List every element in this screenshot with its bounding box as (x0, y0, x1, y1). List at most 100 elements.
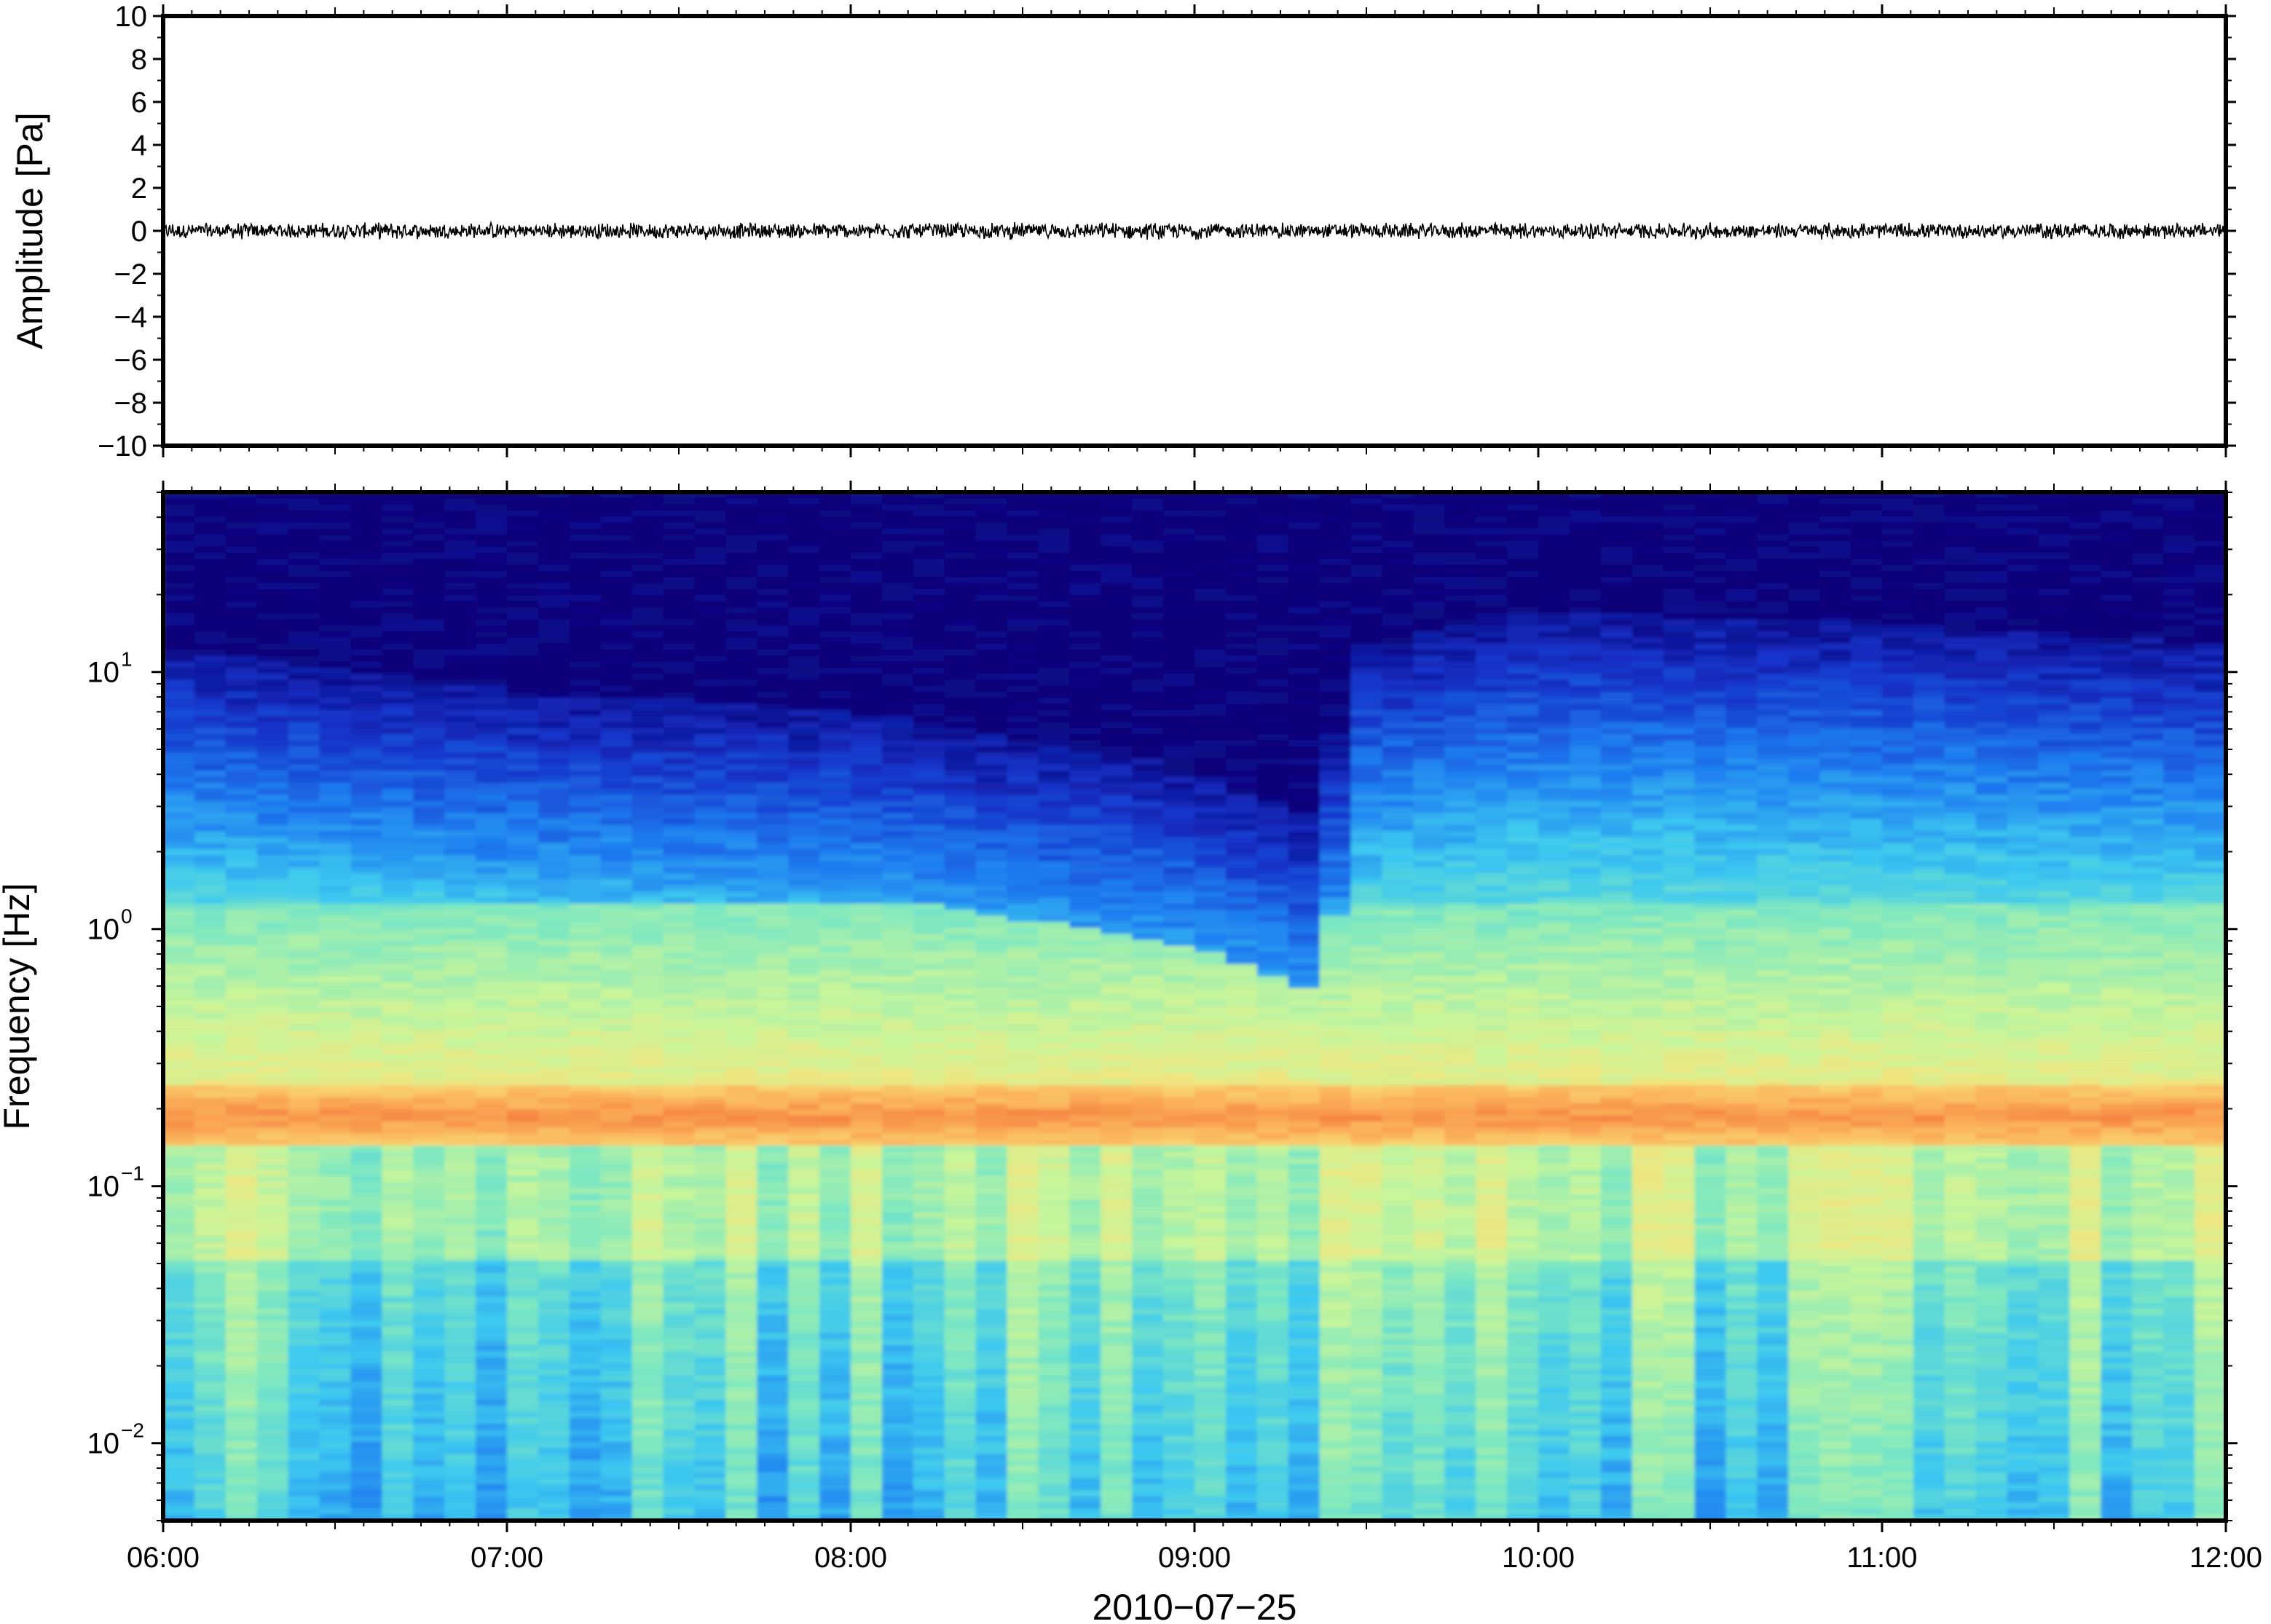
spectrogram-cell (382, 758, 414, 765)
spectrogram-cell (913, 770, 945, 778)
spectrogram-cell (975, 716, 1008, 723)
spectrogram-cell (288, 528, 320, 536)
spectrogram-cell (225, 504, 258, 511)
spectrogram-cell (631, 601, 664, 608)
spectrogram-cell (913, 921, 945, 929)
spectrogram-cell (725, 1496, 758, 1504)
spectrogram-cell (538, 1285, 570, 1292)
spectrogram-cell (819, 1314, 851, 1322)
spectrogram-cell (975, 1254, 1008, 1261)
spectrogram-cell (663, 564, 696, 572)
spectrogram-cell (631, 570, 664, 578)
spectrogram-cell (444, 782, 477, 789)
spectrogram-cell (631, 1157, 664, 1164)
spectrogram-cell (944, 588, 977, 596)
spectrogram-cell (163, 685, 195, 693)
spectrogram-cell (881, 1194, 914, 1201)
spectrogram-cell (1007, 764, 1039, 772)
spectrogram-cell (663, 1387, 696, 1395)
spectrogram-cell (569, 952, 602, 959)
spectrogram-cell (350, 758, 383, 765)
spectrogram-cell (444, 849, 477, 856)
spectrogram-cell (819, 800, 851, 808)
spectrogram-cell (600, 546, 633, 554)
spectrogram-cell (538, 1121, 570, 1129)
spectrogram-cell (663, 1242, 696, 1250)
spectrogram-cell (194, 1381, 227, 1389)
spectrogram-cell (851, 776, 883, 784)
spectrogram-cell (725, 1375, 758, 1382)
spectrogram-cell (913, 1496, 945, 1504)
spectrogram-cell (663, 1351, 696, 1358)
spectrogram-cell (600, 1302, 633, 1310)
spectrogram-cell (1007, 928, 1039, 935)
spectrogram-cell (382, 1363, 414, 1371)
spectrogram-cell (851, 746, 883, 754)
spectrogram-cell (881, 631, 914, 639)
spectrogram-cell (569, 1411, 602, 1419)
y-tick-label: −10 (98, 430, 147, 462)
spectrogram-cell (631, 1424, 664, 1431)
spectrogram-cell (819, 553, 851, 560)
spectrogram-cell (569, 577, 602, 584)
spectrogram-cell (225, 1411, 258, 1419)
spectrogram-cell (382, 764, 414, 772)
spectrogram-cell (538, 564, 570, 572)
spectrogram-cell (725, 988, 758, 996)
spectrogram-cell (507, 1285, 539, 1292)
spectrogram-cell (444, 595, 477, 602)
spectrogram-cell (757, 553, 790, 560)
spectrogram-cell (1007, 1411, 1039, 1419)
spectrogram-cell (851, 631, 883, 639)
spectrogram-cell (288, 1393, 320, 1400)
spectrogram-cell (944, 698, 977, 705)
spectrogram-cell (757, 685, 790, 693)
spectrogram-cell (476, 564, 508, 572)
spectrogram-cell (725, 546, 758, 554)
spectrogram-cell (975, 1454, 1008, 1461)
spectrogram-cell (507, 1079, 539, 1086)
spectrogram-cell (507, 934, 539, 941)
spectrogram-cell (913, 1018, 945, 1025)
spectrogram-cell (725, 855, 758, 862)
spectrogram-cell (663, 800, 696, 808)
spectrogram-cell (600, 1502, 633, 1510)
spectrogram-cell (631, 1236, 664, 1243)
spectrogram-cell (256, 800, 289, 808)
spectrogram-cell (444, 1115, 477, 1122)
spectrogram-cell (913, 1508, 945, 1515)
spectrogram-cell (413, 921, 446, 929)
spectrogram-cell (1038, 583, 1071, 590)
spectrogram-cell (538, 516, 570, 524)
spectrogram-cell (944, 752, 977, 760)
spectrogram-cell (1007, 1290, 1039, 1298)
spectrogram-cell (569, 661, 602, 669)
spectrogram-cell (350, 1084, 383, 1092)
spectrogram-cell (600, 1327, 633, 1334)
spectrogram-cell (788, 692, 821, 699)
spectrogram-cell (663, 1036, 696, 1044)
spectrogram-cell (1038, 535, 1071, 542)
spectrogram-cell (350, 1484, 383, 1491)
spectrogram-cell (663, 921, 696, 929)
spectrogram-cell (1038, 570, 1071, 578)
spectrogram-cell (663, 1417, 696, 1425)
spectrogram-cell (569, 685, 602, 693)
spectrogram-cell (757, 1103, 790, 1111)
spectrogram-cell (975, 1139, 1008, 1147)
spectrogram-cell (288, 813, 320, 820)
spectrogram-cell (725, 516, 758, 524)
spectrogram-cell (851, 1466, 883, 1473)
spectrogram-cell (694, 1417, 727, 1425)
spectrogram-cell (694, 1133, 727, 1140)
spectrogram-cell (507, 1381, 539, 1389)
spectrogram-cell (256, 516, 289, 524)
spectrogram-cell (225, 1115, 258, 1122)
spectrogram-cell (444, 1490, 477, 1497)
spectrogram-cell (476, 1272, 508, 1280)
spectrogram-cell (413, 1266, 446, 1274)
spectrogram-cell (476, 1175, 508, 1183)
spectrogram-cell (913, 928, 945, 935)
spectrogram-cell (757, 583, 790, 590)
spectrogram-cell (194, 1278, 227, 1286)
